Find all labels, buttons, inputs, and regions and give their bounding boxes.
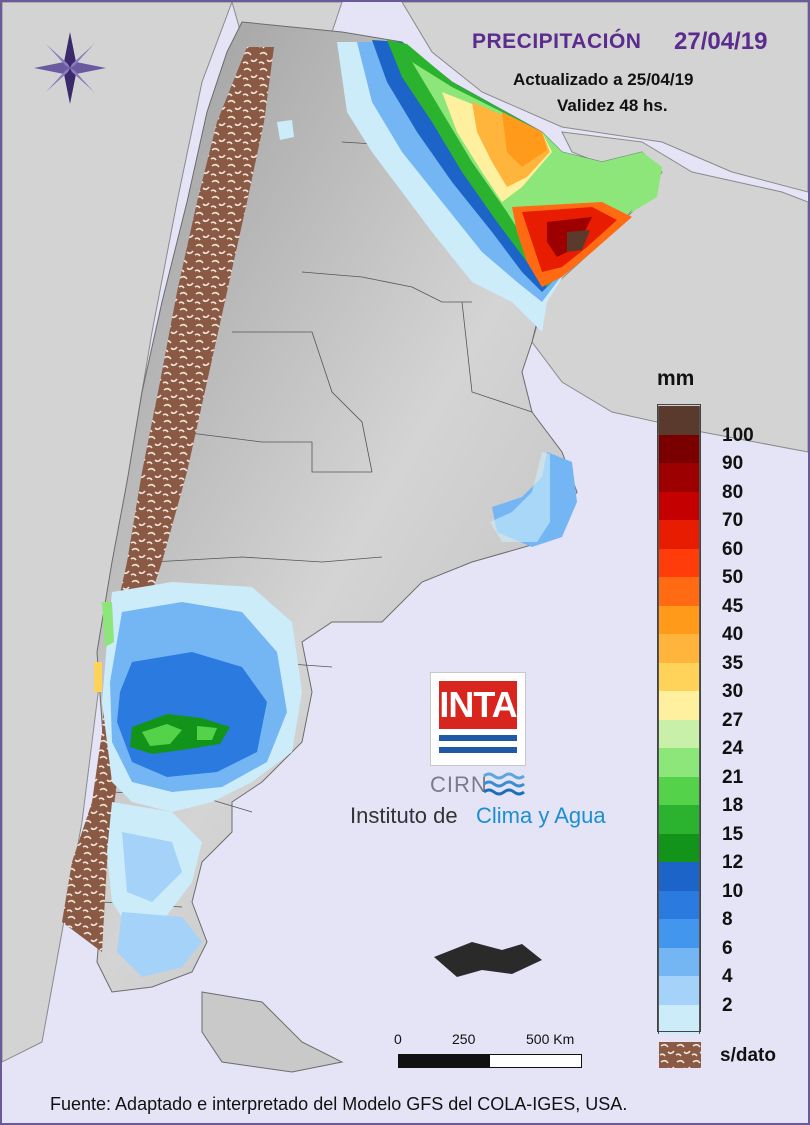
precip-10mm-patagonia	[117, 652, 267, 777]
legend-swatch	[658, 776, 700, 806]
legend-label: 21	[722, 766, 744, 788]
precip-4mm-south	[122, 832, 182, 902]
legend-swatch	[658, 976, 700, 1005]
precip-2mm-buenos-aires-edge	[490, 452, 550, 542]
legend-label: 18	[722, 795, 744, 816]
legend-swatch	[658, 548, 700, 578]
legend-swatch	[658, 406, 700, 435]
malvinas-islands	[434, 942, 542, 977]
legend-label: 35	[722, 652, 744, 674]
institute-name-part-1: Instituto de	[350, 803, 458, 828]
legend-label: 90	[722, 453, 744, 474]
inta-logo-text: INTA	[439, 681, 518, 729]
scale-label-0: 0	[394, 1031, 402, 1047]
legend-label: 24	[722, 738, 744, 759]
legend-swatch	[658, 662, 700, 692]
source-footer: Fuente: Adaptado e interpretado del Mode…	[50, 1094, 628, 1114]
legend-swatch	[658, 947, 700, 977]
legend-swatch	[658, 434, 700, 464]
forecast-date: 27/04/19	[674, 28, 768, 55]
scale-label-500: 500 Km	[526, 1031, 575, 1047]
legend-swatch	[658, 833, 700, 863]
institute-name-part-2: Clima y Agua	[476, 803, 606, 828]
legend-label: 8	[722, 909, 733, 930]
legend-label: 15	[722, 823, 744, 845]
legend-label: 2	[722, 994, 733, 1016]
inta-logo-stripe	[439, 735, 517, 741]
precip-24mm-coast-west	[102, 602, 114, 647]
precip-21mm-patagonia	[142, 724, 182, 746]
legend-swatch	[658, 719, 700, 749]
legend-swatch	[658, 491, 700, 521]
legend-swatch	[658, 691, 700, 720]
legend-label: 27	[722, 709, 744, 731]
legend-swatch	[658, 463, 700, 492]
no-data-label: s/dato	[720, 1045, 776, 1066]
legend-label: 40	[722, 624, 744, 645]
precip-21mm-patagonia-b	[197, 726, 217, 740]
legend-swatch	[658, 862, 700, 891]
inta-logo: INTA	[430, 672, 526, 766]
legend-label: 4	[722, 966, 733, 987]
precip-2mm-nw-patch	[277, 120, 294, 140]
precip-100mm-ne-south	[567, 230, 590, 252]
inta-logo-stripe	[439, 747, 517, 753]
legend-swatch	[658, 605, 700, 635]
legend-swatch	[658, 805, 700, 834]
compass-rose-icon	[34, 32, 106, 104]
legend-swatch	[658, 748, 700, 777]
updated-text: Actualizado a 25/04/19	[513, 70, 694, 89]
cirn-logo-text: CIRN	[430, 772, 488, 797]
legend-label: 12	[722, 852, 744, 873]
scale-label-250: 250	[452, 1031, 476, 1047]
precip-50mm-ne	[502, 112, 547, 167]
legend-swatch	[658, 1004, 700, 1034]
legend-swatch	[658, 520, 700, 549]
legend-label: 30	[722, 681, 744, 702]
validity-text: Validez 48 hs.	[557, 96, 668, 115]
legend-label: 70	[722, 510, 744, 531]
legend-swatch	[658, 890, 700, 920]
legend-unit: mm	[657, 367, 695, 390]
precip-40mm-coast-west	[94, 662, 102, 692]
legend-label: 6	[722, 937, 733, 959]
legend-label: 50	[722, 567, 744, 588]
legend-swatch	[658, 577, 700, 606]
legend-swatch	[658, 919, 700, 948]
precip-24mm-misiones	[627, 152, 662, 212]
legend-label: 80	[722, 481, 744, 503]
map-title: PRECIPITACIÓN	[472, 30, 642, 53]
legend-swatch	[658, 634, 700, 663]
legend-label: 100	[722, 424, 754, 446]
water-waves-icon	[483, 772, 525, 796]
legend-label: 45	[722, 595, 744, 617]
scale-bar	[398, 1054, 582, 1068]
no-data-swatch	[659, 1042, 701, 1068]
legend-label: 60	[722, 538, 744, 560]
neighbor-brazil-north	[401, 2, 808, 193]
tierra-del-fuego	[201, 991, 344, 1073]
precip-2mm-santacruz	[117, 912, 202, 977]
legend-label: 10	[722, 880, 744, 902]
